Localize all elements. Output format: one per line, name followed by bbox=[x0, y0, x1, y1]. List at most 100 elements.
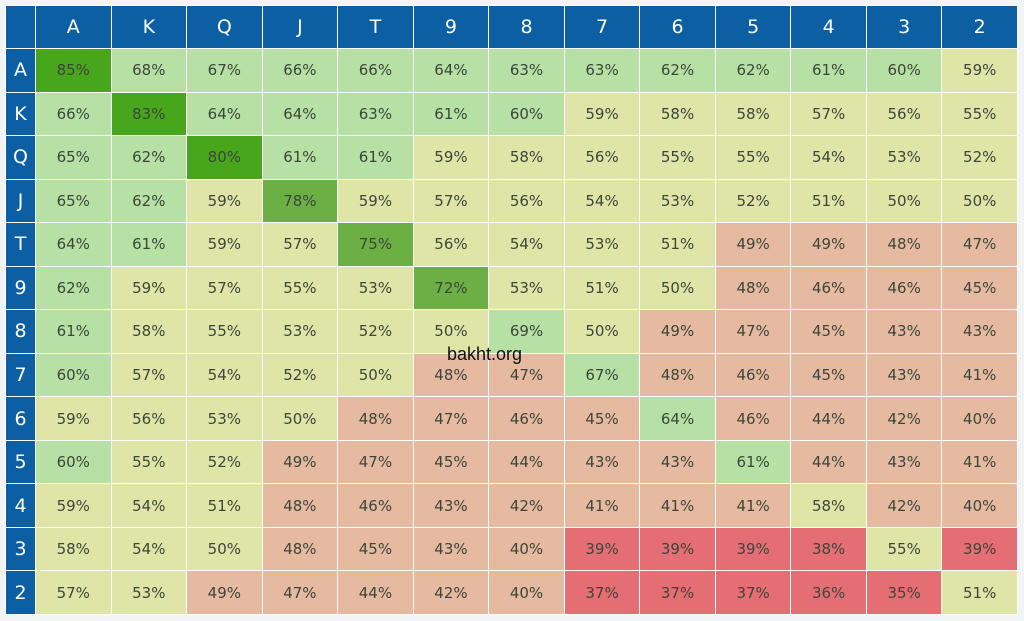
heatmap-cell: 58% bbox=[640, 92, 715, 136]
heatmap-cell: 60% bbox=[489, 92, 564, 136]
heatmap-cell: 55% bbox=[111, 440, 187, 484]
heatmap-cell: 37% bbox=[715, 571, 791, 614]
heatmap-cell: 53% bbox=[866, 136, 942, 179]
heatmap-cell: 61% bbox=[413, 92, 489, 136]
heatmap-cell: 72% bbox=[413, 266, 489, 310]
heatmap-cell: 49% bbox=[791, 223, 866, 266]
heatmap-cell: 63% bbox=[564, 49, 640, 92]
heatmap-cell: 61% bbox=[36, 310, 111, 353]
heatmap-cell: 54% bbox=[791, 136, 866, 179]
heatmap-cell: 65% bbox=[36, 136, 111, 179]
heatmap-cell: 54% bbox=[111, 484, 187, 527]
heatmap-cell: 60% bbox=[36, 353, 111, 397]
heatmap-cell: 53% bbox=[262, 310, 338, 353]
heatmap-cell: 50% bbox=[866, 179, 942, 223]
heatmap-cell: 47% bbox=[262, 571, 338, 614]
heatmap-cell: 51% bbox=[187, 484, 262, 527]
heatmap-cell: 49% bbox=[187, 571, 262, 614]
heatmap-cell: 53% bbox=[111, 571, 187, 614]
heatmap-cell: 58% bbox=[791, 484, 866, 527]
heatmap-cell: 53% bbox=[564, 223, 640, 266]
heatmap-cell: 40% bbox=[489, 571, 564, 614]
row-header: 8 bbox=[6, 310, 35, 353]
heatmap-cell: 55% bbox=[187, 310, 262, 353]
heatmap-cell: 58% bbox=[111, 310, 187, 353]
heatmap-cell: 54% bbox=[489, 223, 564, 266]
heatmap-cell: 59% bbox=[187, 179, 262, 223]
heatmap-cell: 60% bbox=[36, 440, 111, 484]
heatmap-cell: 55% bbox=[262, 266, 338, 310]
col-header: 9 bbox=[413, 6, 489, 48]
heatmap-cell: 55% bbox=[866, 527, 942, 571]
col-header: T bbox=[338, 6, 413, 48]
heatmap-cell: 39% bbox=[942, 527, 1017, 571]
heatmap-cell: 45% bbox=[791, 310, 866, 353]
heatmap-cell: 58% bbox=[489, 136, 564, 179]
heatmap-cell: 62% bbox=[715, 49, 791, 92]
heatmap-cell: 49% bbox=[640, 310, 715, 353]
heatmap-cell: 57% bbox=[111, 353, 187, 397]
heatmap-cell: 64% bbox=[262, 92, 338, 136]
heatmap-cell: 62% bbox=[111, 179, 187, 223]
heatmap-cell: 48% bbox=[413, 353, 489, 397]
heatmap-cell: 62% bbox=[111, 136, 187, 179]
heatmap-cell: 56% bbox=[489, 179, 564, 223]
heatmap-cell: 40% bbox=[942, 484, 1017, 527]
heatmap-cell: 48% bbox=[262, 527, 338, 571]
heatmap-cell: 64% bbox=[413, 49, 489, 92]
heatmap-cell: 46% bbox=[866, 266, 942, 310]
heatmap-cell: 61% bbox=[715, 440, 791, 484]
heatmap-cell: 56% bbox=[866, 92, 942, 136]
heatmap-cell: 62% bbox=[36, 266, 111, 310]
heatmap-cell: 50% bbox=[413, 310, 489, 353]
heatmap-cell: 63% bbox=[489, 49, 564, 92]
heatmap-cell: 51% bbox=[640, 223, 715, 266]
heatmap-cell: 55% bbox=[640, 136, 715, 179]
heatmap-cell: 60% bbox=[866, 49, 942, 92]
heatmap-cell: 61% bbox=[791, 49, 866, 92]
heatmap-cell: 42% bbox=[413, 571, 489, 614]
heatmap-cell: 53% bbox=[187, 397, 262, 440]
heatmap-cell: 66% bbox=[262, 49, 338, 92]
heatmap-cell: 59% bbox=[111, 266, 187, 310]
heatmap-cell: 61% bbox=[338, 136, 413, 179]
heatmap-cell: 67% bbox=[187, 49, 262, 92]
heatmap-cell: 41% bbox=[640, 484, 715, 527]
heatmap-cell: 41% bbox=[942, 353, 1017, 397]
heatmap-cell: 64% bbox=[187, 92, 262, 136]
col-header: 3 bbox=[866, 6, 942, 48]
heatmap-cell: 54% bbox=[564, 179, 640, 223]
heatmap-cell: 42% bbox=[489, 484, 564, 527]
row-header: A bbox=[6, 49, 35, 92]
heatmap-cell: 57% bbox=[791, 92, 866, 136]
heatmap-cell: 68% bbox=[111, 49, 187, 92]
heatmap-cell: 55% bbox=[942, 92, 1017, 136]
heatmap-cell: 52% bbox=[262, 353, 338, 397]
heatmap-cell: 54% bbox=[111, 527, 187, 571]
col-header: 4 bbox=[791, 6, 866, 48]
heatmap-cell: 78% bbox=[262, 179, 338, 223]
heatmap-cell: 50% bbox=[564, 310, 640, 353]
heatmap-cell: 37% bbox=[640, 571, 715, 614]
heatmap-cell: 52% bbox=[715, 179, 791, 223]
heatmap-cell: 43% bbox=[640, 440, 715, 484]
heatmap-cell: 48% bbox=[866, 223, 942, 266]
heatmap-cell: 46% bbox=[338, 484, 413, 527]
heatmap-cell: 48% bbox=[640, 353, 715, 397]
heatmap-cell: 43% bbox=[413, 484, 489, 527]
heatmap-cell: 75% bbox=[338, 223, 413, 266]
heatmap-cell: 57% bbox=[187, 266, 262, 310]
heatmap-cell: 47% bbox=[942, 223, 1017, 266]
equity-heatmap: A K Q J T 9 8 7 6 5 4 3 2 A 85% 68% 67% 66% 66% 64% 63% 63% 62… bbox=[5, 5, 1018, 615]
heatmap-cell: 66% bbox=[338, 49, 413, 92]
col-header: 8 bbox=[489, 6, 564, 48]
heatmap-cell: 43% bbox=[413, 527, 489, 571]
heatmap-cell: 50% bbox=[942, 179, 1017, 223]
heatmap-cell: 64% bbox=[36, 223, 111, 266]
heatmap-cell: 59% bbox=[36, 397, 111, 440]
heatmap-cell: 58% bbox=[36, 527, 111, 571]
heatmap-cell: 59% bbox=[187, 223, 262, 266]
col-header: 2 bbox=[942, 6, 1017, 48]
heatmap-cell: 40% bbox=[942, 397, 1017, 440]
heatmap-cell: 44% bbox=[791, 440, 866, 484]
